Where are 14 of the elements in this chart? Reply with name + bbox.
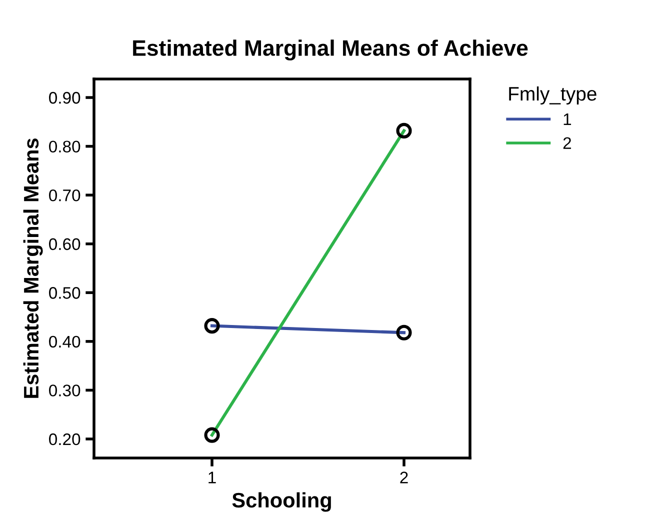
y-tick-label: 0.90 [49, 92, 80, 104]
y-tick-label: 0.70 [49, 189, 80, 202]
y-tick-label: 0.80 [49, 140, 80, 153]
y-axis-title: Estimated Marginal Means [23, 138, 43, 398]
y-tick-label: 0.40 [49, 336, 80, 348]
chart-title: Estimated Marginal Means of Achieve [133, 40, 528, 60]
y-tick-label: 0.20 [49, 433, 80, 446]
y-tick-label: 0.60 [49, 238, 80, 250]
x-axis-title: Schooling [232, 492, 331, 512]
legend-label: 2 [563, 137, 571, 149]
legend-label: 1 [564, 113, 572, 125]
legend-title: Fmly_type [509, 86, 596, 105]
y-tick-label: 0.30 [49, 384, 80, 396]
y-tick-label: 0.50 [49, 287, 80, 299]
